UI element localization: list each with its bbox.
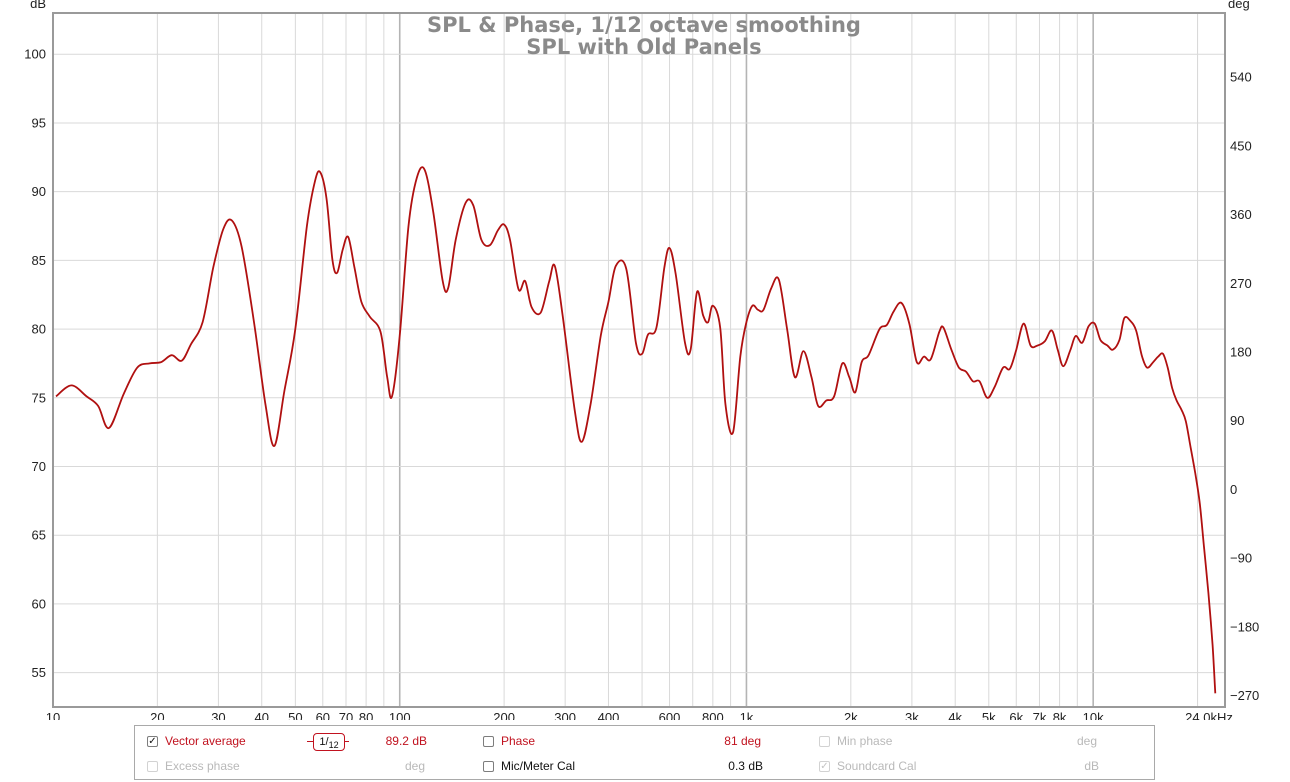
y-tick-label: 80 (32, 322, 46, 337)
y2-tick-label: 540 (1230, 70, 1252, 85)
y-tick-label: 70 (32, 459, 46, 474)
x-tick-label: 800 (702, 710, 724, 720)
phase-label: Phase (501, 734, 536, 748)
y-tick-label: 90 (32, 184, 46, 199)
y2-tick-label: −180 (1230, 619, 1259, 634)
y2-tick-labels: 540 450 360 270 180 90 0 −90 −180 −270 (1230, 70, 1259, 703)
x-tick-label: 24.0kHz (1185, 710, 1233, 720)
x-tick-label: 8k (1053, 710, 1067, 720)
soundcard-cal-checkbox[interactable]: ✓ (819, 761, 830, 772)
chart-title: SPL & Phase, 1/12 octave smoothing (427, 13, 861, 37)
x-tick-label: 6k (1009, 710, 1023, 720)
y2-tick-label: −90 (1230, 551, 1252, 566)
x-tick-label: 400 (598, 710, 620, 720)
y2-tick-label: 270 (1230, 276, 1252, 291)
x-tick-label: 60 (316, 710, 330, 720)
y2-axis-unit: deg (1228, 0, 1250, 11)
x-tick-label: 5k (982, 710, 996, 720)
y-tick-label: 65 (32, 528, 46, 543)
y-tick-label: 55 (32, 665, 46, 680)
soundcard-cal-value: dB (1084, 759, 1099, 773)
y-tick-label: 85 (32, 253, 46, 268)
x-tick-label: 80 (359, 710, 373, 720)
min-phase-value: deg (1076, 734, 1097, 748)
y-tick-label: 100 (24, 47, 46, 62)
min-phase-checkbox[interactable] (819, 736, 830, 747)
y2-tick-label: 450 (1230, 138, 1252, 153)
chart-subtitle: SPL with Old Panels (526, 35, 761, 59)
x-tick-label: 70 (339, 710, 353, 720)
x-tick-label: 100 (389, 710, 411, 720)
x-tick-label: 3k (905, 710, 919, 720)
y2-tick-label: 180 (1230, 344, 1252, 359)
x-tick-labels: 10 20 30 40 50 60 70 80 100 200 300 400 600 800 1k 2k 3k… (46, 710, 1233, 720)
series-group (55, 166, 1217, 694)
plot-frame (52, 12, 1226, 708)
y2-tick-label: −270 (1230, 688, 1259, 703)
y-tick-label: 60 (32, 596, 46, 611)
smoothing-selector[interactable]: 1/12 (307, 733, 349, 751)
vector-average-label: Vector average (165, 734, 246, 748)
excess-phase-label: Excess phase (165, 759, 240, 773)
vector-average-value: 89.2 dB (385, 734, 427, 748)
x-tick-label: 10 (46, 710, 60, 720)
y-tick-label: 95 (32, 115, 46, 130)
vertical-gridlines (156, 13, 1199, 707)
phase-checkbox[interactable] (483, 736, 494, 747)
y-tick-label: 75 (32, 390, 46, 405)
x-tick-label: 600 (659, 710, 681, 720)
vector-average-checkbox[interactable]: ✓ (147, 736, 158, 747)
smoothing-denominator: 12 (328, 740, 339, 750)
spl-series-line (55, 166, 1217, 694)
smoothing-box: 1/12 (313, 733, 345, 751)
x-tick-label: 40 (255, 710, 269, 720)
x-tick-label: 20 (150, 710, 164, 720)
excess-phase-value: deg (404, 759, 425, 773)
y2-tick-label: 360 (1230, 207, 1252, 222)
y2-tick-label: 0 (1230, 482, 1237, 497)
min-phase-label: Min phase (837, 734, 893, 748)
smoothing-numerator: 1 (319, 736, 326, 748)
mic-meter-cal-value: 0.3 dB (728, 759, 763, 773)
y2-tick-label: 90 (1230, 413, 1244, 428)
x-tick-label: 1k (740, 710, 754, 720)
x-tick-label: 30 (211, 710, 225, 720)
x-tick-label: 50 (288, 710, 302, 720)
mic-meter-cal-checkbox[interactable] (483, 761, 494, 772)
spl-chart: 10 20 30 40 50 60 70 80 100 200 300 400 600 800 1k 2k 3k… (24, 0, 1259, 720)
phase-value: 81 deg (724, 734, 761, 748)
y-axis-unit: dB (30, 0, 46, 11)
controls-panel: ✓ Vector average 1/12 89.2 dB Phase 81 d… (134, 725, 1155, 780)
x-tick-label: 300 (554, 710, 576, 720)
soundcard-cal-label: Soundcard Cal (837, 759, 917, 773)
x-tick-label: 7k (1033, 710, 1047, 720)
x-tick-label: 2k (844, 710, 858, 720)
x-tick-label: 200 (493, 710, 515, 720)
excess-phase-checkbox[interactable] (147, 761, 158, 772)
y-tick-labels: 100 95 90 85 80 75 70 65 60 55 (24, 47, 46, 680)
mic-meter-cal-label: Mic/Meter Cal (501, 759, 576, 773)
horizontal-gridlines (53, 53, 1225, 674)
x-tick-label: 4k (948, 710, 962, 720)
x-tick-label: 10k (1083, 710, 1104, 720)
